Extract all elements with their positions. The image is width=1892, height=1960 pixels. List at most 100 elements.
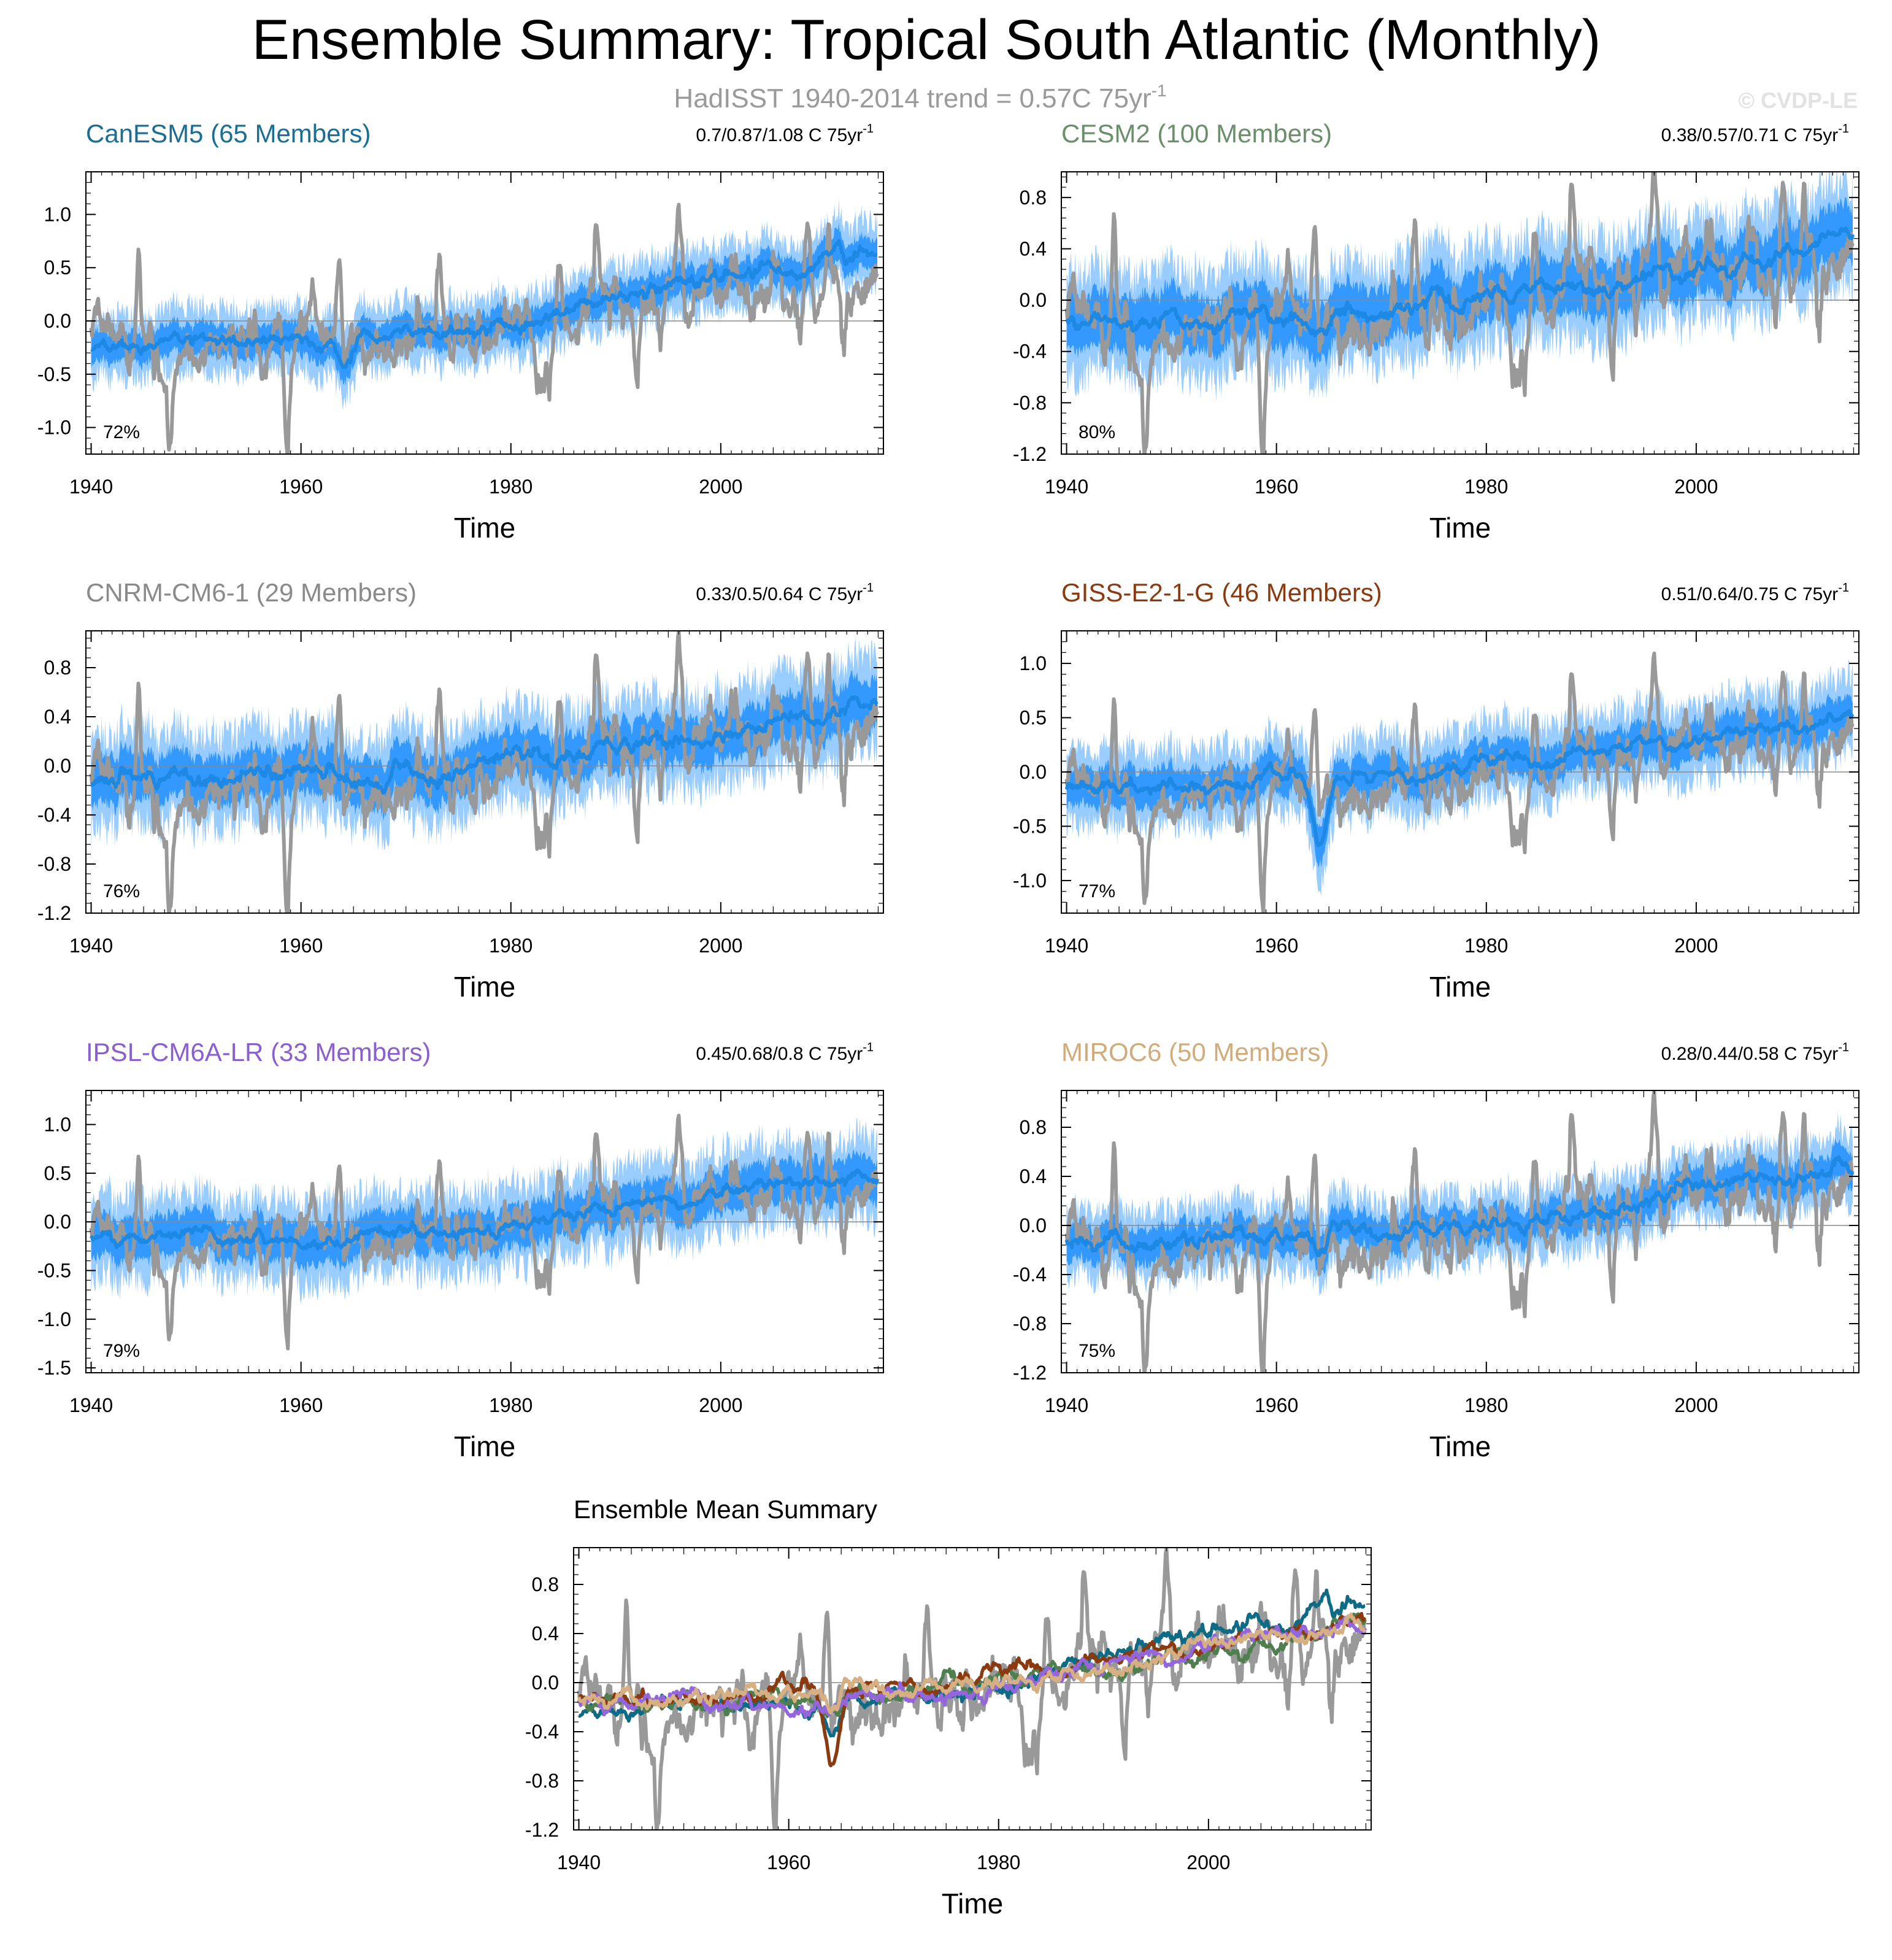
panel-title: Ensemble Mean Summary [574, 1495, 877, 1524]
observed-series [1064, 651, 1855, 913]
y-tick-label: 1.0 [44, 203, 71, 225]
observed-series [1064, 1090, 1855, 1373]
x-tick-label: 2000 [1674, 935, 1718, 957]
figure-title: Ensemble Summary: Tropical South Atlanti… [252, 9, 1601, 71]
x-tick-label: 1940 [69, 476, 113, 498]
x-axis-label: Time [942, 1888, 1004, 1919]
y-tick-label: 0.0 [1020, 1214, 1047, 1237]
y-tick-label: -0.4 [525, 1721, 559, 1743]
x-tick-label: 2000 [699, 1394, 742, 1416]
y-tick-label: 0.8 [44, 657, 71, 679]
y-tick-label: 0.0 [44, 310, 71, 332]
y-tick-label: -0.8 [1013, 392, 1047, 414]
percent-label: 79% [103, 1341, 140, 1361]
percent-label: 75% [1079, 1341, 1115, 1361]
y-tick-label: -0.4 [1013, 1264, 1047, 1286]
y-tick-label: 0.4 [1020, 237, 1047, 260]
ensemble-mean-series [1064, 1155, 1855, 1258]
observed-series [89, 203, 879, 454]
y-tick-label: 0.4 [1020, 1165, 1047, 1187]
x-tick-label: 1940 [1045, 935, 1088, 957]
ensemble-mean-series [90, 239, 879, 369]
x-tick-label: 1960 [1255, 935, 1298, 957]
ensemble-mean-series [90, 695, 879, 795]
y-tick-label: 0.0 [44, 755, 71, 777]
x-tick-label: 1960 [279, 476, 323, 498]
y-tick-label: -0.5 [37, 363, 71, 385]
x-axis-label: Time [454, 1430, 516, 1462]
observed-series [89, 631, 879, 913]
y-tick-label: -1.0 [1013, 870, 1047, 892]
x-tick-label: 2000 [1186, 1851, 1230, 1873]
y-tick-label: -0.5 [37, 1259, 71, 1281]
y-tick-label: 1.0 [44, 1114, 71, 1136]
percent-label: 77% [1079, 881, 1115, 901]
x-tick-label: 1960 [1255, 476, 1298, 498]
y-tick-label: 0.8 [1020, 187, 1047, 209]
panel-title: MIROC6 (50 Members) [1061, 1038, 1329, 1067]
panel-title: CNRM-CM6-1 (29 Members) [86, 578, 417, 607]
plot-frame [1061, 1090, 1859, 1373]
y-tick-label: -0.8 [37, 853, 71, 875]
ensemble-outer-spread [91, 198, 878, 411]
plot-area [86, 1113, 883, 1351]
y-tick-label: -0.4 [37, 804, 71, 826]
panel-title: CESM2 (100 Members) [1061, 119, 1332, 148]
x-tick-label: 1960 [1255, 1394, 1298, 1416]
percent-label: 76% [103, 881, 140, 901]
panel-cnrm-cm6-1: CNRM-CM6-1 (29 Members) 0.33/0.5/0.64 C 7… [37, 578, 884, 1003]
plot-area [86, 631, 883, 913]
plot-frame [85, 630, 884, 914]
panels: CanESM5 (65 Members) 0.7/0.87/1.08 C 75yr… [37, 119, 1859, 1919]
panel-title: IPSL-CM6A-LR (33 Members) [86, 1038, 431, 1067]
y-tick-label: -0.8 [1013, 1313, 1047, 1335]
y-tick-label: 0.0 [1020, 289, 1047, 311]
x-tick-label: 1940 [557, 1851, 601, 1873]
panel-ipsl-cm6a-lr: IPSL-CM6A-LR (33 Members) 0.45/0.68/0.8 C… [37, 1038, 884, 1462]
x-tick-label: 1940 [1045, 1394, 1088, 1416]
panel-giss-e2-1-g: GISS-E2-1-G (46 Members) 0.51/0.64/0.75 C… [1013, 578, 1859, 1003]
ensemble-mean-series [1064, 709, 1855, 847]
panel-miroc6: MIROC6 (50 Members) 0.28/0.44/0.58 C 75yr… [1013, 1038, 1859, 1462]
y-tick-label: 0.8 [532, 1573, 559, 1595]
x-axis-label: Time [1429, 512, 1491, 544]
x-tick-label: 1960 [279, 1394, 323, 1416]
y-tick-label: 0.4 [44, 706, 71, 728]
series-ipsl-cm6a-lr [577, 1616, 1367, 1719]
trend-label: 0.28/0.44/0.58 C 75yr-1 [1661, 1041, 1849, 1064]
trend-label: 0.51/0.64/0.75 C 75yr-1 [1661, 581, 1849, 604]
y-tick-label: -0.8 [525, 1770, 559, 1792]
x-tick-label: 1960 [279, 935, 323, 957]
panel-canesm5: CanESM5 (65 Members) 0.7/0.87/1.08 C 75yr… [37, 119, 884, 544]
y-tick-label: 0.5 [44, 257, 71, 279]
percent-label: 80% [1079, 422, 1115, 442]
y-tick-label: 0.5 [44, 1162, 71, 1184]
plot-frame [1061, 171, 1859, 455]
x-tick-label: 1980 [1464, 1394, 1508, 1416]
ensemble-inner-spread [1066, 693, 1853, 868]
ensemble-inner-spread [91, 223, 878, 386]
y-tick-label: 1.0 [1020, 652, 1047, 674]
percent-label: 72% [103, 422, 140, 442]
panel-title: GISS-E2-1-G (46 Members) [1061, 578, 1382, 607]
plot-area [86, 198, 883, 454]
x-tick-label: 1980 [489, 476, 533, 498]
y-tick-label: 0.0 [1020, 761, 1047, 783]
y-tick-label: 0.5 [1020, 707, 1047, 729]
y-tick-label: -1.0 [37, 1308, 71, 1330]
panel-cesm2: CESM2 (100 Members) 0.38/0.57/0.71 C 75yr… [1013, 119, 1859, 544]
x-axis-label: Time [1429, 1430, 1491, 1462]
x-tick-label: 1980 [977, 1851, 1020, 1873]
y-tick-label: 0.4 [532, 1622, 559, 1645]
ensemble-mean-series [1065, 226, 1855, 338]
ensemble-outer-spread [1066, 172, 1853, 401]
ensemble-inner-spread [91, 670, 878, 821]
x-tick-label: 2000 [1674, 1394, 1718, 1416]
ensemble-mean-series [90, 1168, 879, 1251]
y-tick-label: -1.2 [525, 1819, 559, 1841]
x-tick-label: 1980 [1464, 935, 1508, 957]
plot-area [574, 1548, 1371, 1830]
x-tick-label: 1960 [767, 1851, 810, 1873]
y-tick-label: 0.0 [532, 1672, 559, 1694]
